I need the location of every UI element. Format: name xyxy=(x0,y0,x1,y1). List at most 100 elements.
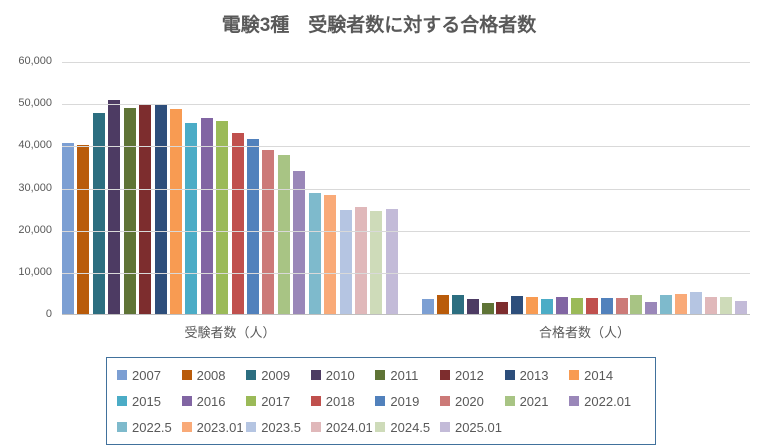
legend-item-2023.01: 2023.01 xyxy=(181,414,247,440)
bar-2016-gokakusha xyxy=(556,297,569,314)
legend-item-2011: 2011 xyxy=(375,362,440,388)
legend-swatch-icon xyxy=(504,370,515,380)
category-label-gokakusha: 合格者数（人） xyxy=(538,325,630,340)
y-tick-label: 60,000 xyxy=(18,55,52,67)
bar-2007-jukensha xyxy=(62,143,74,314)
legend-swatch-icon xyxy=(375,422,386,432)
bar-2016-jukensha xyxy=(200,118,213,314)
chart-title: 電験3種 受験者数に対する合格者数 xyxy=(221,15,537,36)
legend-label: 2024.01 xyxy=(325,419,373,435)
legend-label: 2025.01 xyxy=(454,419,502,435)
bar-2022.01-jukensha xyxy=(293,171,306,314)
legend-item-2008: 2008 xyxy=(181,362,247,388)
legend-swatch-icon xyxy=(246,370,257,380)
plot-area xyxy=(62,62,750,315)
legend-swatch-icon xyxy=(375,370,386,380)
legend-item-2014: 2014 xyxy=(569,362,634,388)
bar-2010-jukensha xyxy=(108,100,121,314)
legend-item-2010: 2010 xyxy=(310,362,376,388)
bar-2025.01-gokakusha xyxy=(734,301,747,314)
bar-2009-gokakusha xyxy=(451,295,464,314)
legend-item-2007: 2007 xyxy=(117,362,182,388)
legend-swatch-icon xyxy=(310,422,321,432)
legend-label: 2008 xyxy=(196,367,226,383)
legend-swatch-icon xyxy=(439,370,450,380)
bar-2017-jukensha xyxy=(216,121,229,314)
y-tick-label: 0 xyxy=(45,308,52,320)
bar-2019-jukensha xyxy=(247,139,260,314)
bar-2014-gokakusha xyxy=(526,297,539,314)
legend-item-2024.5: 2024.5 xyxy=(375,414,440,440)
legend-swatch-icon xyxy=(375,396,386,406)
bar-2022.5-gokakusha xyxy=(660,295,673,314)
bar-2008-jukensha xyxy=(77,145,90,314)
legend-label: 2022.01 xyxy=(584,393,632,409)
legend-swatch-icon xyxy=(439,396,450,406)
bar-2023.5-gokakusha xyxy=(690,292,703,314)
bar-2022.5-jukensha xyxy=(308,193,321,314)
legend-swatch-icon xyxy=(117,422,127,432)
legend-label: 2019 xyxy=(390,393,420,409)
y-tick-label: 50,000 xyxy=(18,97,52,109)
category-label-jukensha: 受験者数（人） xyxy=(184,325,276,340)
legend-label: 2020 xyxy=(454,393,484,409)
bar-2019-gokakusha xyxy=(600,298,613,314)
legend-swatch-icon xyxy=(504,396,515,406)
bar-2022.01-gokakusha xyxy=(645,302,658,314)
legend-swatch-icon xyxy=(569,370,580,380)
legend-item-2019: 2019 xyxy=(375,388,440,414)
bar-2023.01-jukensha xyxy=(324,195,337,314)
legend: 2007 2008 2009 2010 2011 2012 2013 2014 2015 2016… xyxy=(106,357,656,445)
legend-swatch-icon xyxy=(569,396,580,406)
legend-item-2012: 2012 xyxy=(439,362,505,388)
bar-2024.01-jukensha xyxy=(355,207,368,314)
legend-item-2023.5: 2023.5 xyxy=(246,414,311,440)
legend-item-2022.01: 2022.01 xyxy=(569,388,634,414)
bar-2025.01-jukensha xyxy=(385,209,398,314)
legend-swatch-icon xyxy=(117,396,127,406)
bar-2023.01-gokakusha xyxy=(675,294,688,314)
bar-2010-gokakusha xyxy=(466,299,479,314)
bar-2020-gokakusha xyxy=(615,298,628,314)
legend-item-2024.01: 2024.01 xyxy=(310,414,376,440)
y-tick-label: 10,000 xyxy=(18,266,52,278)
legend-swatch-icon xyxy=(181,370,192,380)
legend-swatch-icon xyxy=(439,422,450,432)
y-tick-label: 40,000 xyxy=(18,139,52,151)
legend-swatch-icon xyxy=(246,422,257,432)
legend-item-2013: 2013 xyxy=(504,362,570,388)
bar-2020-jukensha xyxy=(262,150,275,314)
bar-2017-gokakusha xyxy=(570,298,583,314)
bar-2012-jukensha xyxy=(139,105,152,314)
bar-2007-gokakusha xyxy=(422,299,434,314)
gridline xyxy=(62,231,750,232)
legend-label: 2012 xyxy=(454,367,484,383)
legend-swatch-icon xyxy=(181,396,192,406)
legend-item-2016: 2016 xyxy=(181,388,247,414)
bar-2024.01-gokakusha xyxy=(704,297,717,314)
legend-label: 2010 xyxy=(325,367,355,383)
bar-2023.5-jukensha xyxy=(339,210,352,314)
bar-group-gokakusha xyxy=(422,292,747,314)
bar-2008-gokakusha xyxy=(436,295,449,314)
legend-label: 2009 xyxy=(261,367,291,383)
bar-group-jukensha xyxy=(62,100,398,314)
gridline xyxy=(62,273,750,274)
legend-swatch-icon xyxy=(310,396,321,406)
gridline xyxy=(62,62,750,63)
bar-2011-jukensha xyxy=(123,108,136,314)
legend-label: 2024.5 xyxy=(390,419,431,435)
bar-2011-gokakusha xyxy=(481,303,494,314)
bar-2018-jukensha xyxy=(231,133,244,314)
legend-item-2021: 2021 xyxy=(504,388,570,414)
legend-item-2017: 2017 xyxy=(246,388,311,414)
bar-2021-gokakusha xyxy=(630,295,643,314)
bar-2024.5-gokakusha xyxy=(719,297,732,314)
legend-item-2020: 2020 xyxy=(439,388,505,414)
legend-item-2015: 2015 xyxy=(117,388,182,414)
bar-2013-jukensha xyxy=(154,105,167,314)
gridline xyxy=(62,189,750,190)
legend-label: 2014 xyxy=(584,367,614,383)
bar-2014-jukensha xyxy=(169,109,182,314)
